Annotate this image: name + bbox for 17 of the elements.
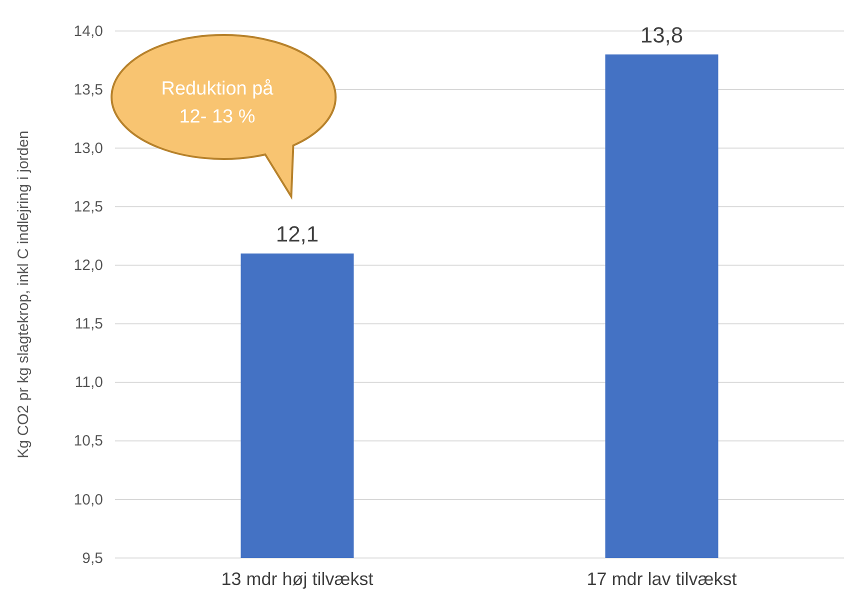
- y-tick-label: 10,0: [74, 491, 103, 508]
- x-tick-label: 13 mdr høj tilvækst: [221, 568, 374, 589]
- y-tick-label: 13,0: [74, 140, 103, 157]
- y-tick-label: 12,5: [74, 198, 103, 216]
- data-label: 13,8: [640, 22, 684, 48]
- data-label: 12,1: [276, 222, 319, 247]
- x-tick-label: 17 mdr lav tilvækst: [586, 568, 737, 589]
- y-tick-label: 11,5: [74, 316, 103, 333]
- y-tick-label: 9,5: [82, 550, 103, 567]
- y-tick-label: 12,0: [74, 257, 103, 274]
- annotation: Reduktion på 12- 13 %: [161, 78, 274, 128]
- y-tick-label: 10,5: [74, 432, 103, 450]
- y-tick-label: 11,0: [74, 374, 103, 392]
- y-tick-label: 14,0: [74, 22, 103, 40]
- y-axis-title: Kg CO2 pr kg slagtekrop, inkl C indlejring i jorden: [15, 130, 32, 458]
- y-tick-label: 13,5: [74, 81, 103, 98]
- speech-bubble: Reduktion på 12- 13 %: [110, 34, 337, 198]
